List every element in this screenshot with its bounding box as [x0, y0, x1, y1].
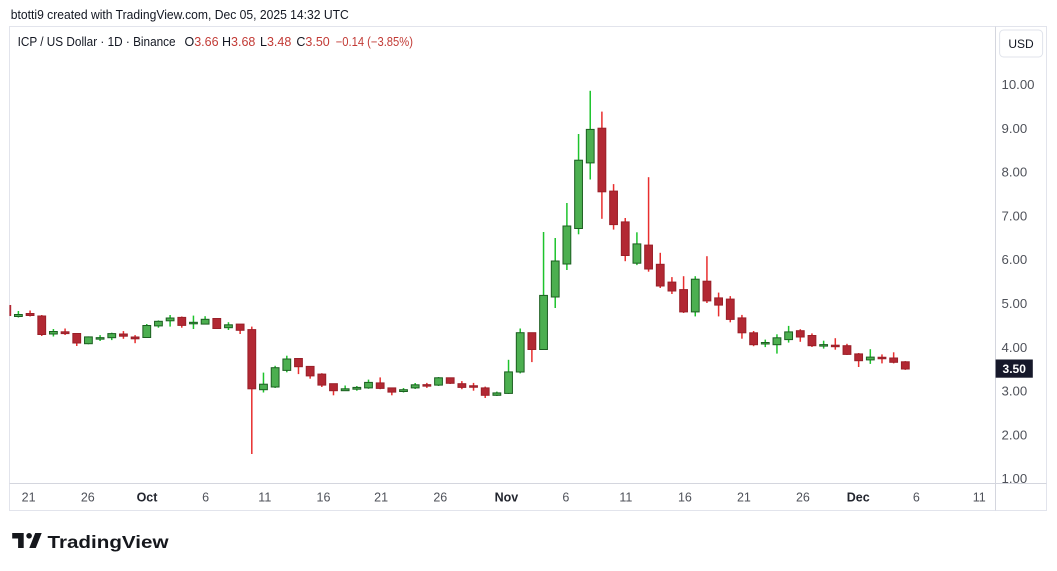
svg-text:Dec: Dec [847, 491, 870, 505]
svg-text:6: 6 [202, 491, 209, 505]
svg-text:TradingView: TradingView [48, 532, 169, 552]
svg-text:6: 6 [913, 491, 920, 505]
svg-text:L3.48: L3.48 [260, 35, 291, 49]
svg-text:8.00: 8.00 [1002, 165, 1028, 180]
svg-text:26: 26 [81, 491, 95, 505]
svg-text:1.00: 1.00 [1002, 471, 1028, 486]
svg-text:11: 11 [973, 491, 986, 505]
svg-text:21: 21 [22, 491, 36, 505]
svg-text:5.00: 5.00 [1002, 296, 1028, 311]
svg-text:−0.14 (−3.85%): −0.14 (−3.85%) [336, 35, 413, 49]
svg-text:USD: USD [1008, 37, 1034, 51]
svg-text:16: 16 [317, 491, 331, 505]
svg-text:11: 11 [619, 491, 632, 505]
svg-text:Oct: Oct [137, 491, 159, 505]
svg-text:6: 6 [562, 491, 569, 505]
svg-text:O3.66: O3.66 [185, 35, 219, 49]
svg-text:7.00: 7.00 [1002, 208, 1028, 223]
svg-text:4.00: 4.00 [1002, 340, 1028, 355]
svg-text:ICP / US Dollar · 1D · Binance: ICP / US Dollar · 1D · Binance [18, 35, 176, 49]
svg-text:2.00: 2.00 [1002, 427, 1028, 442]
svg-text:3.50: 3.50 [1003, 362, 1027, 376]
svg-text:21: 21 [374, 491, 388, 505]
svg-text:H3.68: H3.68 [222, 35, 255, 49]
svg-text:btotti9 created with TradingVi: btotti9 created with TradingView.com, De… [11, 8, 349, 22]
svg-text:16: 16 [678, 491, 692, 505]
svg-text:3.00: 3.00 [1002, 384, 1028, 399]
svg-text:6.00: 6.00 [1002, 252, 1028, 267]
svg-text:C3.50: C3.50 [296, 35, 329, 49]
svg-text:Nov: Nov [495, 491, 519, 505]
svg-text:26: 26 [796, 491, 810, 505]
svg-text:11: 11 [258, 491, 271, 505]
svg-text:21: 21 [737, 491, 751, 505]
svg-text:10.00: 10.00 [1002, 77, 1035, 92]
svg-text:9.00: 9.00 [1002, 121, 1028, 136]
svg-text:26: 26 [433, 491, 447, 505]
